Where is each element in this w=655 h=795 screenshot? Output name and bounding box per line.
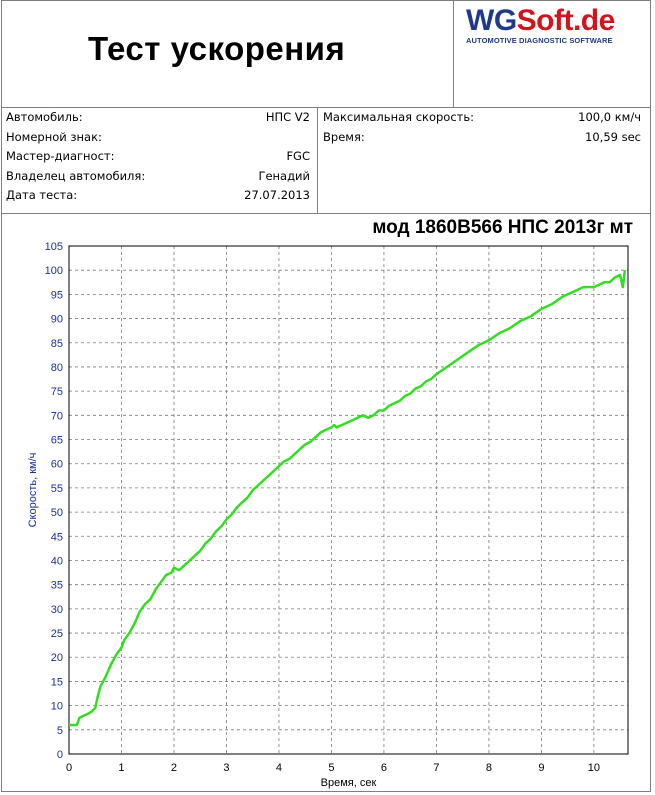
info-value: 100,0 км/ч [578,110,641,124]
x-axis-ticks: 0 1 2 3 4 5 6 7 8 9 10 [66,762,600,774]
info-row-max-speed: Максимальная скорость: 100,0 км/ч [320,108,647,128]
info-row-car: Автомобиль: НПС V2 [3,108,316,128]
info-value: 27.07.2013 [244,188,310,202]
plot-frame [68,245,629,755]
x-tick-label: 4 [276,762,282,774]
info-label: Время: [323,129,365,144]
info-row-date: Дата теста: 27.07.2013 [3,186,316,206]
y-tick-label: 85 [51,338,63,350]
info-label: Автомобиль: [6,110,83,124]
x-tick-label: 0 [66,762,72,774]
vehicle-info: Автомобиль: НПС V2 Номерной знак: Мастер-… [3,108,316,214]
y-tick-label: 20 [51,652,63,664]
x-tick-label: 7 [433,762,439,774]
result-info: Максимальная скорость: 100,0 км/ч Время: 1… [320,108,647,214]
info-label: Владелец автомобиля: [6,168,146,183]
x-tick-label: 9 [538,762,544,774]
y-tick-label: 60 [51,459,63,471]
info-label: Максимальная скорость: [323,110,475,124]
y-tick-label: 65 [51,435,63,447]
y-tick-label: 30 [51,604,63,616]
chart-grid [69,246,628,754]
report-title: Тест ускорения [88,30,346,67]
chart-subtitle: мод 1860В566 НПС 2013г мт [372,217,633,238]
info-label: Мастер-диагност: [6,149,115,163]
logo-soft: Soft.de [516,4,616,37]
y-tick-label: 70 [51,410,63,422]
info-bottom-line [1,213,651,214]
info-label: Дата теста: [6,188,78,202]
x-tick-label: 10 [588,762,600,774]
x-tick-label: 6 [381,762,387,774]
y-tick-label: 40 [51,555,63,567]
x-tick-label: 3 [223,762,229,774]
y-axis-label: Скорость, км/ч [27,453,39,528]
x-tick-label: 1 [118,762,124,774]
y-tick-label: 80 [51,362,63,374]
y-tick-label: 95 [51,289,63,301]
x-tick-label: 8 [486,762,492,774]
x-tick-label: 2 [171,762,177,774]
logo-wordmark: WGSoft.de [466,5,615,37]
info-row-plate: Номерной знак: [3,128,316,148]
info-row-owner: Владелец автомобиля: Генадий [3,167,316,187]
info-value: FGC [286,149,310,163]
info-label: Номерной знак: [6,129,102,144]
y-tick-label: 100 [45,265,63,277]
logo-wg: WG [466,4,517,37]
speed-series-line [69,270,627,727]
y-tick-label: 10 [51,701,63,713]
y-axis-ticks: 0 5 10 15 20 25 30 35 40 45 50 55 60 65 70 75 80 85 90 95 10… [45,241,63,761]
y-tick-label: 45 [51,531,63,543]
wgsoft-logo: WGSoft.de AUTOMOTIVE DIAGNOSTIC SOFTWARE [466,5,615,46]
info-value: 10,59 sec [585,129,641,144]
y-tick-label: 90 [51,314,63,326]
y-tick-label: 75 [51,386,63,398]
y-tick-label: 105 [45,241,63,253]
info-value: Генадий [258,168,310,183]
info-divider [317,107,318,213]
x-axis-label: Время, сек [321,777,377,789]
info-value: НПС V2 [265,110,310,124]
y-tick-label: 0 [57,749,63,761]
logo-tagline: AUTOMOTIVE DIAGNOSTIC SOFTWARE [466,36,613,45]
y-tick-label: 5 [57,725,63,737]
header-bottom-line [1,107,651,108]
header-divider [453,0,454,107]
y-tick-label: 50 [51,507,63,519]
y-tick-label: 15 [51,676,63,688]
info-row-master: Мастер-диагност: FGC [3,147,316,167]
y-tick-label: 25 [51,628,63,640]
y-tick-label: 55 [51,483,63,495]
y-tick-label: 35 [51,580,63,592]
info-row-time: Время: 10,59 sec [320,128,647,148]
x-tick-label: 5 [328,762,334,774]
